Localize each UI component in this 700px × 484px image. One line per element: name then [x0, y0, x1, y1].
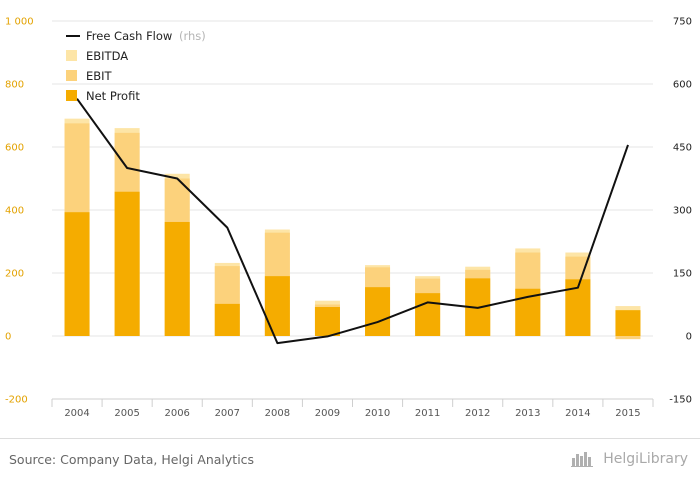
net-profit-bar — [64, 212, 90, 336]
right-tick-label: 750 — [673, 17, 692, 28]
x-tick-label: 2010 — [365, 408, 390, 419]
x-tick-label: 2015 — [615, 408, 640, 419]
free-cash-flow-line — [76, 98, 629, 345]
net-profit-bar — [615, 310, 641, 336]
x-tick-label: 2014 — [565, 408, 590, 419]
right-tick-label: 300 — [673, 206, 692, 217]
right-tick-label: 0 — [686, 332, 692, 343]
x-tick-label: 2013 — [515, 408, 540, 419]
legend-label-ebit: EBIT — [86, 69, 113, 83]
left-tick-label: 800 — [5, 80, 24, 91]
axes: 2004 2005 2006 2007 2008 2009 2010 2011 2012 2013… — [51, 398, 654, 419]
bars — [64, 118, 641, 340]
right-tick-label: 600 — [673, 80, 692, 91]
legend-label-free-cash-flow: Free Cash Flow (rhs) — [86, 29, 206, 43]
x-tick-label: 2012 — [465, 408, 490, 419]
net-profit-bar — [415, 293, 441, 336]
legend-swatch-ebit — [66, 70, 77, 81]
city-skyline-icon — [570, 452, 593, 467]
left-tick-label: -200 — [5, 395, 28, 406]
x-tick-label: 2007 — [215, 408, 240, 419]
source-note: Source: Company Data, Helgi Analytics — [9, 452, 255, 467]
legend-label-ebitda: EBITDA — [86, 49, 128, 63]
footer: Source: Company Data, Helgi Analytics He… — [0, 438, 700, 484]
net-profit-bar — [214, 303, 240, 336]
net-profit-bar — [114, 191, 140, 336]
ebit-bar — [615, 336, 641, 340]
left-tick-label: 200 — [5, 269, 24, 280]
x-tick-label: 2006 — [164, 408, 189, 419]
right-tick-label: 150 — [673, 269, 692, 280]
legend-swatch-net-profit — [66, 90, 77, 101]
legend-swatch-ebitda — [66, 50, 77, 61]
left-tick-label: 1 000 — [5, 17, 34, 28]
x-tick-label: 2008 — [265, 408, 290, 419]
right-tick-label: 450 — [673, 143, 692, 154]
legend: Free Cash Flow (rhs) EBITDA EBIT Net Pro… — [66, 29, 206, 103]
left-tick-label: 600 — [5, 143, 24, 154]
free-cash-flow-line-group — [76, 98, 629, 345]
brand-logo: HelgiLibrary — [570, 451, 688, 467]
left-tick-label: 0 — [5, 332, 11, 343]
x-tick-label: 2009 — [315, 408, 340, 419]
legend-label-net-profit: Net Profit — [86, 89, 140, 103]
right-tick-label: -150 — [669, 395, 692, 406]
x-tick-label: 2004 — [64, 408, 89, 419]
brand-name: HelgiLibrary — [603, 451, 688, 467]
chart: -200 0 200 400 600 800 1 000 -150 0 150 300 450 600 7… — [5, 17, 692, 420]
x-tick-label: 2005 — [114, 408, 139, 419]
gridlines: -200 0 200 400 600 800 1 000 -150 0 150 300 450 600 7… — [5, 17, 692, 406]
net-profit-bar — [365, 287, 391, 336]
net-profit-bar — [164, 221, 190, 336]
net-profit-bar — [314, 307, 340, 336]
left-tick-label: 400 — [5, 206, 24, 217]
net-profit-bar — [264, 276, 290, 336]
x-tick-label: 2011 — [415, 408, 440, 419]
